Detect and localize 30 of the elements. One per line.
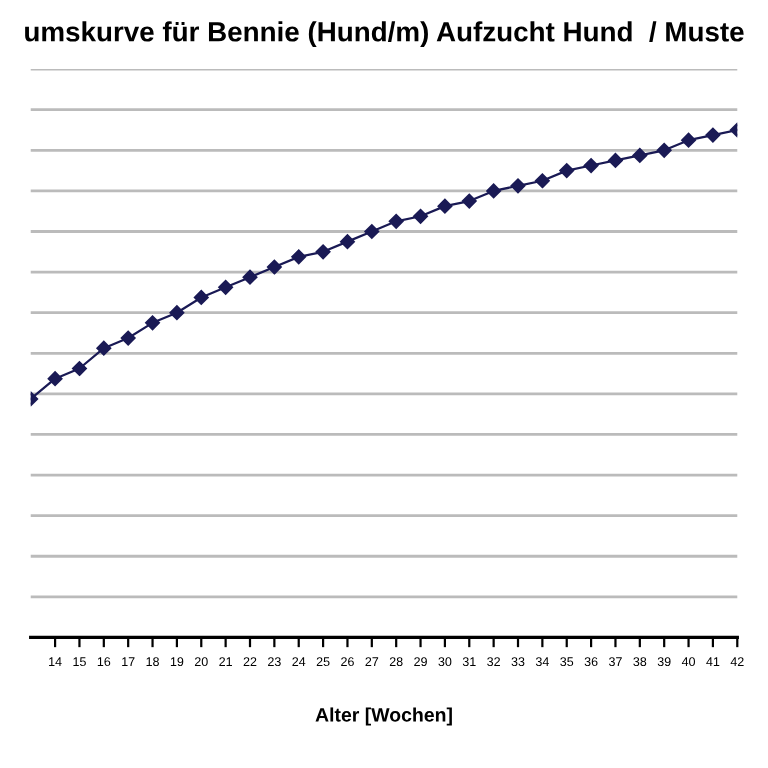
point [193, 290, 209, 305]
point [681, 132, 696, 148]
point [169, 305, 185, 320]
point [486, 183, 501, 199]
chart-title: umskurve für Bennie (Hund/m) Aufzucht Hund / Muste [25, 21, 744, 48]
point [47, 371, 63, 386]
point [218, 280, 233, 295]
point [583, 158, 599, 173]
point [267, 259, 282, 275]
point [705, 127, 721, 143]
point [242, 269, 258, 285]
point [96, 340, 112, 356]
x-axis-title: Alter [Wochen] [315, 707, 452, 726]
point [145, 315, 160, 331]
point [632, 148, 648, 163]
point [510, 178, 526, 194]
point [437, 198, 453, 214]
point [656, 143, 672, 158]
point [608, 153, 623, 168]
point [315, 244, 331, 260]
point [535, 173, 550, 189]
point [559, 163, 575, 178]
point [120, 330, 136, 346]
point [461, 193, 477, 209]
point [413, 208, 428, 224]
point [291, 249, 307, 265]
point [72, 361, 87, 376]
point [388, 214, 404, 229]
point [364, 224, 380, 239]
point [340, 234, 355, 249]
